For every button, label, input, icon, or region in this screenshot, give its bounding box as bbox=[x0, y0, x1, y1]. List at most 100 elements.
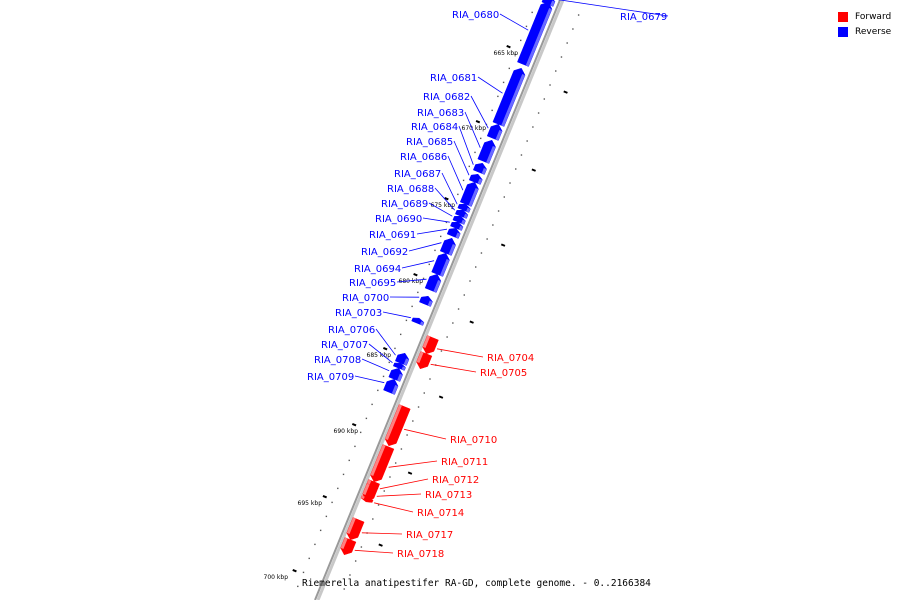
gene-highlight bbox=[463, 213, 468, 219]
gene-label-ria-0688[interactable]: RIA_0688 bbox=[387, 184, 434, 195]
minor-tick bbox=[378, 543, 383, 547]
gene-highlight bbox=[419, 321, 424, 326]
backbone-line bbox=[314, 0, 561, 600]
gene-label-ria-0695[interactable]: RIA_0695 bbox=[349, 278, 396, 289]
gene-label-ria-0706[interactable]: RIA_0706 bbox=[328, 325, 375, 336]
gene-label-ria-0707[interactable]: RIA_0707 bbox=[321, 340, 368, 351]
tick-mark bbox=[506, 44, 511, 49]
gene-leader-line bbox=[499, 13, 529, 31]
track-dot bbox=[520, 39, 522, 42]
gene-highlight bbox=[440, 258, 450, 277]
track-dot bbox=[359, 431, 362, 434]
gene-label-ria-0717[interactable]: RIA_0717 bbox=[406, 530, 453, 541]
gene-label-ria-0708[interactable]: RIA_0708 bbox=[314, 355, 361, 366]
gene-label-ria-0684[interactable]: RIA_0684 bbox=[411, 122, 458, 133]
gene-label-ria-0713[interactable]: RIA_0713 bbox=[425, 490, 472, 501]
legend-forward-label: Forward bbox=[855, 11, 892, 22]
gene-label-ria-0704[interactable]: RIA_0704 bbox=[487, 353, 534, 364]
gene-label-ria-0679[interactable]: RIA_0679 bbox=[620, 12, 667, 23]
gene-highlight bbox=[362, 483, 370, 496]
tick-mark bbox=[351, 422, 357, 427]
gene-label-ria-0689[interactable]: RIA_0689 bbox=[381, 199, 428, 210]
gene-highlight bbox=[525, 7, 552, 67]
gene-label-ria-0692[interactable]: RIA_0692 bbox=[361, 247, 408, 258]
gene-highlight bbox=[397, 373, 403, 382]
track-dot bbox=[462, 179, 465, 182]
gene-label-ria-0703[interactable]: RIA_0703 bbox=[335, 308, 382, 319]
gene-label-ria-0710[interactable]: RIA_0710 bbox=[450, 435, 497, 446]
track-dot bbox=[400, 448, 403, 450]
track-dot bbox=[422, 277, 425, 280]
genome-caption: Riemerella anatipestifer RA-GD, complete… bbox=[302, 578, 651, 589]
track-dot bbox=[543, 98, 546, 100]
track-dot bbox=[434, 249, 436, 252]
track-dot bbox=[399, 333, 402, 336]
gene-leader-line bbox=[396, 278, 427, 283]
gene-label-ria-0690[interactable]: RIA_0690 bbox=[375, 214, 422, 225]
tick-mark bbox=[322, 494, 328, 499]
gene-leader-line bbox=[441, 172, 458, 205]
gene-label-ria-0694[interactable]: RIA_0694 bbox=[354, 264, 401, 275]
gene-leader-line bbox=[404, 428, 447, 440]
gene-label-ria-0686[interactable]: RIA_0686 bbox=[400, 152, 447, 163]
gene-highlight bbox=[550, 0, 555, 7]
track-dot bbox=[372, 518, 374, 520]
track-dot bbox=[492, 224, 494, 226]
gene-leader-line bbox=[447, 155, 464, 191]
track-dot bbox=[411, 305, 413, 308]
legend-reverse-swatch bbox=[838, 26, 848, 37]
track-dot bbox=[342, 473, 345, 476]
gene-label-ria-0700[interactable]: RIA_0700 bbox=[342, 293, 389, 304]
gene-highlight bbox=[461, 219, 466, 225]
track-dot bbox=[531, 11, 533, 14]
gene-leader-line bbox=[430, 363, 477, 373]
track-dot bbox=[354, 445, 356, 448]
gene-label-ria-0705[interactable]: RIA_0705 bbox=[480, 368, 527, 379]
gene-label-ria-0680[interactable]: RIA_0680 bbox=[452, 10, 499, 21]
gene-leader-line bbox=[382, 311, 411, 319]
gene-leader-line bbox=[361, 532, 403, 535]
track-dot bbox=[474, 151, 476, 154]
minor-tick bbox=[469, 320, 474, 324]
track-dot bbox=[451, 207, 453, 210]
track-dot bbox=[508, 67, 510, 70]
gene-label-ria-0709[interactable]: RIA_0709 bbox=[307, 372, 354, 383]
gene-highlight bbox=[486, 145, 496, 164]
track-dot bbox=[475, 266, 477, 268]
track-dot bbox=[405, 319, 408, 322]
gene-label-ria-0687[interactable]: RIA_0687 bbox=[394, 169, 441, 180]
track-dot bbox=[486, 238, 488, 240]
gene-highlight bbox=[403, 358, 409, 366]
track-dot bbox=[377, 504, 380, 506]
gene-leader-line bbox=[464, 111, 481, 148]
gene-highlight bbox=[391, 384, 399, 395]
gene-label-ria-0682[interactable]: RIA_0682 bbox=[423, 92, 470, 103]
gene-label-ria-0683[interactable]: RIA_0683 bbox=[417, 108, 464, 119]
track-dot bbox=[412, 420, 414, 422]
gene-label-ria-0711[interactable]: RIA_0711 bbox=[441, 457, 488, 468]
legend-forward-swatch bbox=[838, 11, 848, 22]
track-dot bbox=[297, 585, 299, 588]
gene-label-ria-0685[interactable]: RIA_0685 bbox=[406, 137, 453, 148]
gene-ria-0710[interactable] bbox=[384, 404, 411, 447]
gene-highlight bbox=[422, 335, 431, 349]
gene-highlight bbox=[495, 129, 503, 141]
gene-leader-line bbox=[408, 242, 442, 252]
gene-label-ria-0718[interactable]: RIA_0718 bbox=[397, 549, 444, 560]
gene-leader-line bbox=[422, 217, 450, 223]
gene-leader-line bbox=[428, 202, 453, 217]
gene-label-ria-0681[interactable]: RIA_0681 bbox=[430, 73, 477, 84]
track-dot bbox=[452, 322, 454, 324]
track-dot bbox=[502, 81, 505, 84]
gene-ria-0680[interactable] bbox=[517, 1, 553, 67]
gene-leader-line bbox=[434, 187, 456, 211]
track-dot bbox=[388, 361, 390, 364]
track-dot bbox=[497, 95, 499, 98]
track-dot bbox=[520, 154, 523, 156]
gene-label-ria-0714[interactable]: RIA_0714 bbox=[417, 508, 464, 519]
gene-label-ria-0712[interactable]: RIA_0712 bbox=[432, 475, 479, 486]
gene-label-ria-0691[interactable]: RIA_0691 bbox=[369, 230, 416, 241]
gene-leader-line bbox=[436, 348, 484, 358]
gene-ria-0681[interactable] bbox=[492, 67, 526, 127]
